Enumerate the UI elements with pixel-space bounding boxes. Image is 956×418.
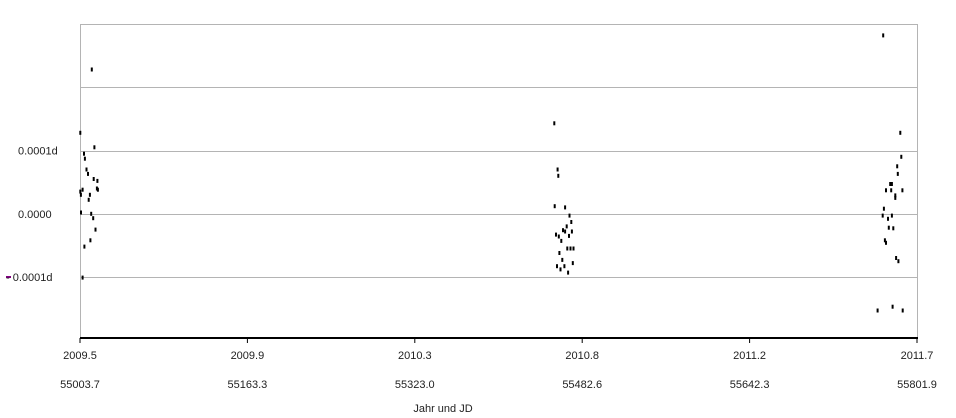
data-point	[892, 226, 895, 231]
data-point	[562, 228, 564, 233]
data-point	[79, 189, 82, 194]
data-point	[92, 216, 95, 221]
data-point	[85, 167, 88, 172]
data-point	[564, 229, 567, 234]
x-tick-label-year: 2009.5	[63, 350, 97, 362]
data-point	[90, 211, 93, 216]
data-point	[887, 216, 889, 221]
data-point	[87, 197, 90, 202]
data-point	[882, 33, 885, 38]
data-point	[882, 206, 885, 211]
data-point	[570, 229, 573, 234]
x-tick-label-year: 2009.9	[231, 350, 265, 362]
data-point	[83, 244, 86, 249]
data-point	[96, 178, 99, 183]
data-point	[556, 264, 558, 269]
data-point	[883, 238, 886, 243]
data-point	[90, 67, 93, 72]
data-point	[885, 240, 887, 245]
data-point	[553, 204, 556, 209]
x-tick-label-jd: 55642.3	[730, 379, 770, 391]
data-point	[896, 164, 899, 169]
data-point	[885, 188, 887, 193]
data-point	[568, 233, 570, 238]
x-tick-label-jd: 55801.9	[897, 379, 937, 391]
data-point	[83, 151, 85, 156]
data-point	[92, 177, 95, 181]
data-point	[889, 182, 892, 186]
x-axis-title: Jahr und JD	[413, 403, 472, 415]
data-point	[80, 210, 82, 215]
x-tick-label-jd: 55482.6	[562, 379, 602, 391]
x-tick-label-jd: 55323.0	[395, 379, 435, 391]
data-point	[897, 259, 900, 264]
data-point	[894, 193, 897, 198]
y-tick-label: - 0.0001d	[6, 272, 52, 284]
data-point	[553, 121, 556, 126]
data-point	[894, 195, 897, 200]
data-point	[557, 234, 560, 239]
data-point	[93, 145, 96, 150]
data-point	[563, 264, 566, 269]
data-point	[895, 256, 898, 260]
data-point	[891, 304, 894, 309]
data-point	[83, 156, 86, 161]
data-point	[558, 251, 561, 255]
x-tick-label-year: 2010.3	[398, 350, 432, 362]
data-point	[87, 171, 89, 176]
data-point	[559, 267, 562, 272]
data-point	[890, 213, 893, 218]
data-point	[556, 167, 559, 172]
data-point	[561, 257, 564, 262]
data-point	[81, 187, 84, 192]
data-point	[79, 192, 82, 197]
data-point	[569, 246, 572, 251]
x-tick-label-jd: 55003.7	[60, 379, 100, 391]
data-point	[901, 308, 904, 313]
data-point	[565, 224, 568, 229]
data-point	[881, 213, 884, 218]
data-point	[560, 238, 563, 243]
data-point	[557, 173, 560, 178]
data-point	[94, 227, 97, 232]
data-point	[81, 275, 84, 280]
data-point	[900, 154, 903, 159]
x-tick-label-year: 2011.7	[901, 350, 934, 362]
data-point	[79, 130, 82, 135]
data-point	[568, 213, 571, 218]
data-point	[901, 188, 904, 193]
data-point	[96, 187, 99, 192]
data-point	[571, 261, 574, 266]
data-point	[89, 238, 92, 243]
data-point	[896, 171, 899, 176]
data-point	[570, 220, 573, 224]
data-point	[572, 246, 575, 251]
x-axis-ticks: 2009.5 55003.7 2009.9 55163.3 2010.3 55323.0 2…	[60, 338, 937, 391]
data-point	[890, 188, 893, 193]
data-point	[567, 270, 570, 275]
data-points	[79, 33, 904, 313]
y-tick-label: 0.0001d	[18, 146, 58, 158]
x-tick-label-year: 2010.8	[565, 350, 599, 362]
y-axis-ticks: 0.0001d 0.0000 - 0.0001d	[6, 146, 58, 284]
data-point	[890, 182, 893, 186]
data-point	[566, 246, 569, 251]
data-point	[887, 225, 890, 230]
data-point	[876, 308, 879, 313]
y-tick-label: 0.0000	[18, 209, 52, 221]
x-tick-label-year: 2011.2	[733, 350, 766, 362]
data-point	[88, 192, 91, 197]
data-point	[899, 130, 902, 135]
data-point	[555, 232, 557, 237]
x-tick-label-jd: 55163.3	[228, 379, 268, 391]
gridlines	[80, 24, 917, 278]
data-point	[564, 205, 567, 210]
